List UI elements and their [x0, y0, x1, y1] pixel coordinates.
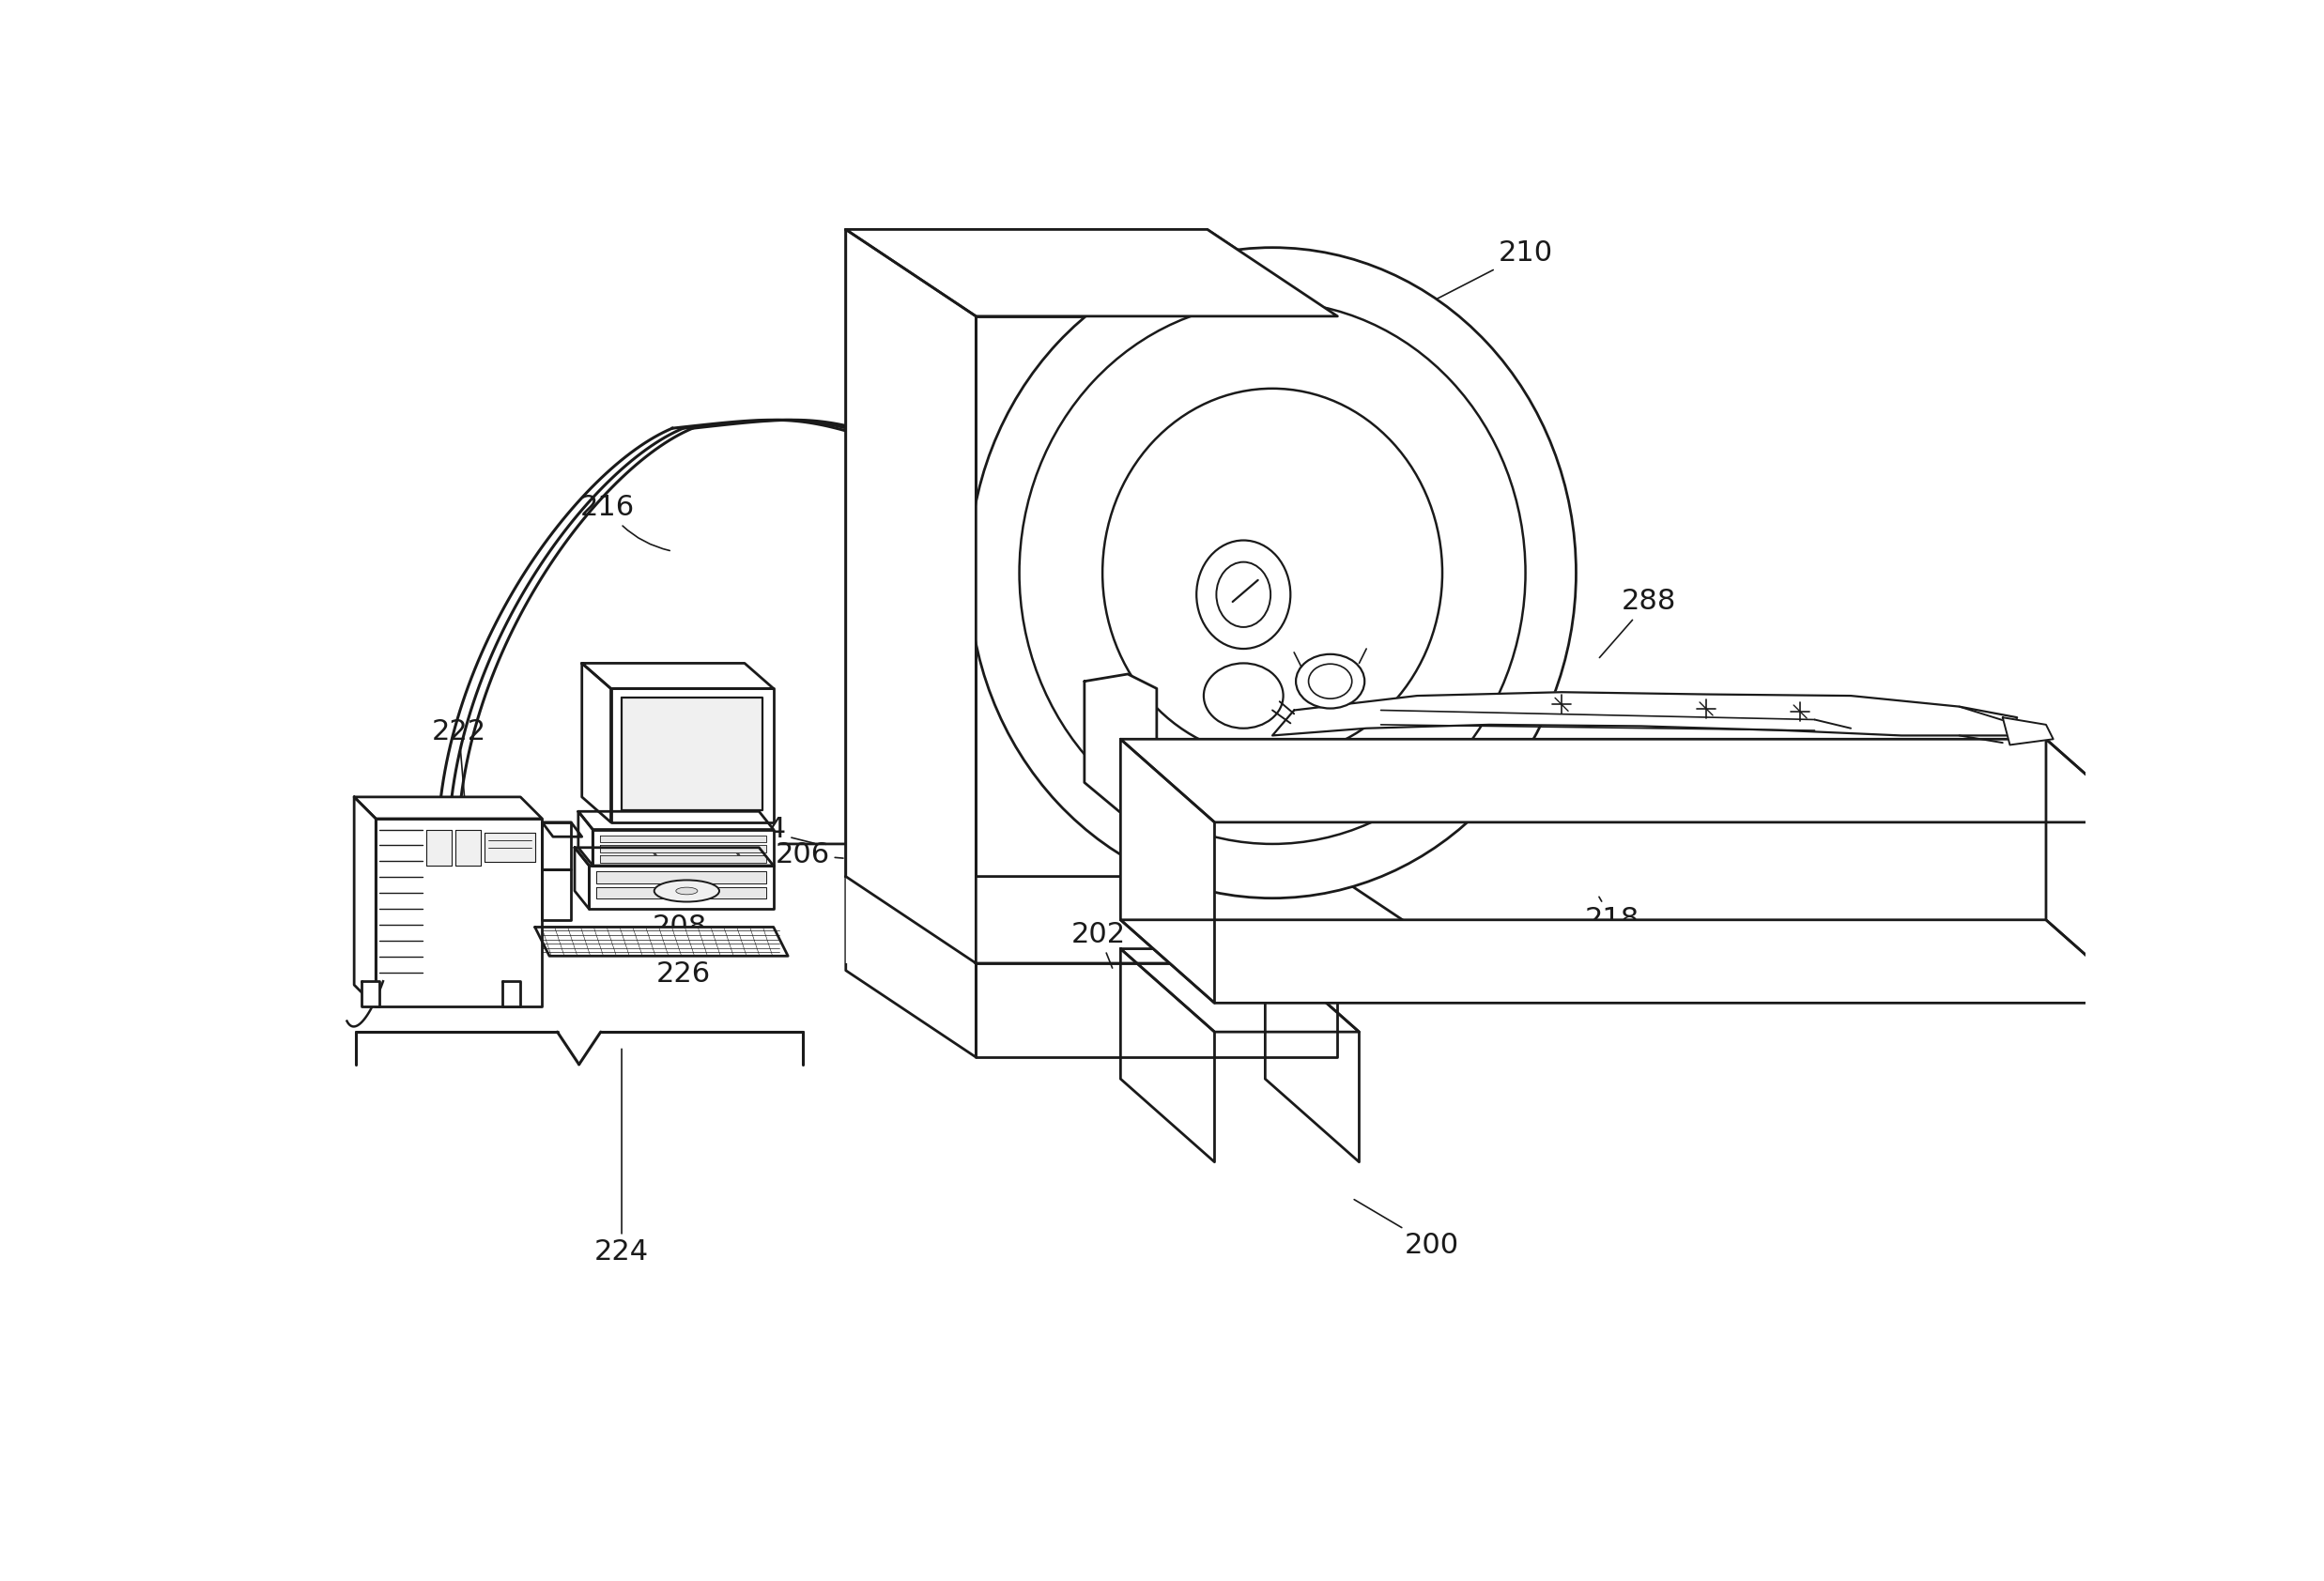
Polygon shape	[2003, 718, 2054, 745]
Text: 204: 204	[732, 816, 813, 843]
Polygon shape	[651, 847, 741, 858]
Polygon shape	[2045, 740, 2140, 1002]
Polygon shape	[574, 847, 588, 909]
Polygon shape	[541, 822, 572, 870]
Polygon shape	[597, 871, 767, 882]
Ellipse shape	[1308, 664, 1353, 699]
Text: 200: 200	[1355, 1200, 1459, 1258]
Polygon shape	[611, 688, 774, 822]
Polygon shape	[456, 830, 481, 866]
Text: 202: 202	[1071, 920, 1127, 968]
Polygon shape	[846, 229, 1336, 316]
Text: 288: 288	[1599, 588, 1676, 658]
Text: 226: 226	[655, 957, 711, 988]
Text: 228: 228	[588, 681, 641, 790]
Ellipse shape	[1297, 655, 1364, 708]
Ellipse shape	[1215, 561, 1271, 628]
Polygon shape	[600, 855, 767, 863]
Polygon shape	[483, 833, 535, 862]
Polygon shape	[541, 822, 581, 836]
Polygon shape	[353, 797, 541, 819]
Polygon shape	[535, 926, 788, 957]
Ellipse shape	[676, 887, 697, 895]
Polygon shape	[574, 847, 774, 866]
Polygon shape	[846, 876, 976, 1058]
Polygon shape	[597, 887, 767, 900]
Ellipse shape	[655, 881, 720, 901]
Text: 220: 220	[363, 979, 418, 1006]
Polygon shape	[600, 846, 767, 852]
Polygon shape	[846, 229, 976, 963]
Text: 222: 222	[432, 718, 486, 816]
Polygon shape	[976, 316, 1336, 963]
Polygon shape	[1120, 949, 1215, 1162]
Polygon shape	[502, 982, 521, 1007]
Polygon shape	[541, 870, 572, 920]
Text: 218: 218	[1585, 896, 1638, 933]
Text: 206: 206	[776, 841, 844, 868]
Ellipse shape	[969, 248, 1576, 898]
Polygon shape	[621, 697, 762, 809]
Polygon shape	[846, 229, 976, 963]
Ellipse shape	[1204, 662, 1283, 729]
Ellipse shape	[1197, 541, 1290, 648]
Polygon shape	[353, 797, 376, 1007]
Polygon shape	[1264, 949, 1360, 1162]
Text: 208: 208	[653, 907, 706, 941]
Polygon shape	[1120, 920, 2140, 1002]
Polygon shape	[846, 229, 1336, 316]
Polygon shape	[600, 835, 767, 843]
Polygon shape	[581, 662, 611, 822]
Ellipse shape	[1102, 389, 1443, 757]
Polygon shape	[1274, 692, 2017, 735]
Polygon shape	[1120, 740, 1215, 1002]
Polygon shape	[846, 876, 1469, 963]
Text: 212: 212	[1287, 451, 1343, 506]
Text: 216: 216	[581, 495, 669, 550]
Polygon shape	[1120, 949, 1360, 1032]
Polygon shape	[593, 830, 774, 866]
Polygon shape	[976, 963, 1336, 1058]
Polygon shape	[1085, 674, 1157, 819]
Polygon shape	[846, 229, 976, 963]
Polygon shape	[360, 982, 379, 1007]
Ellipse shape	[1020, 302, 1525, 844]
Polygon shape	[1120, 740, 2140, 822]
Polygon shape	[579, 811, 774, 830]
Polygon shape	[376, 819, 541, 1007]
Text: 224: 224	[595, 1048, 648, 1266]
Text: 210: 210	[1427, 240, 1552, 304]
Polygon shape	[425, 830, 451, 866]
Polygon shape	[588, 866, 774, 909]
Polygon shape	[579, 811, 593, 866]
Polygon shape	[581, 662, 774, 688]
